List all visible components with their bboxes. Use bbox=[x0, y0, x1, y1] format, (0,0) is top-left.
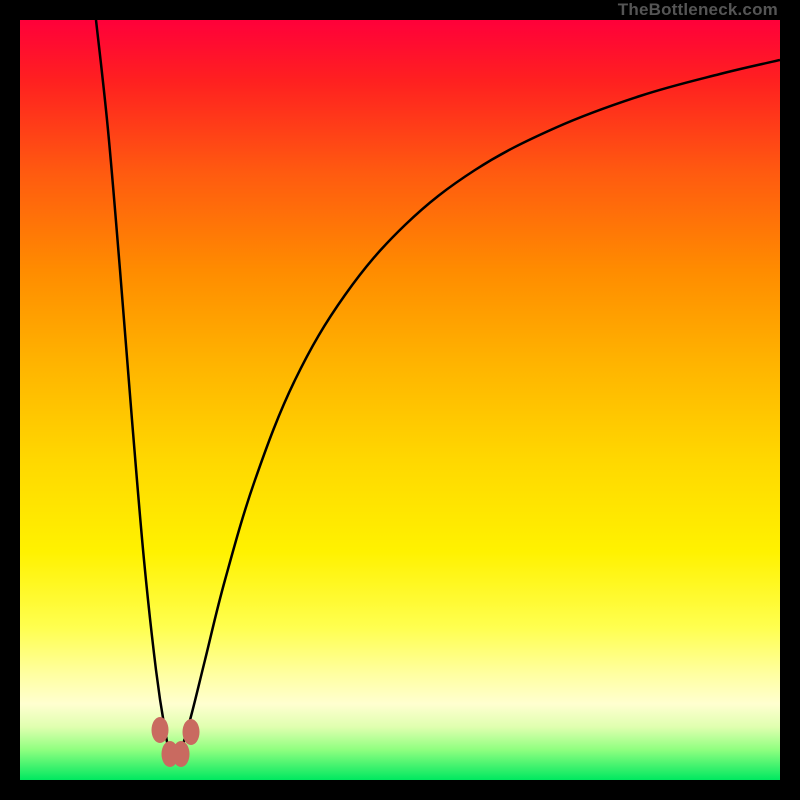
chart-frame: TheBottleneck.com bbox=[0, 0, 800, 800]
watermark-label: TheBottleneck.com bbox=[618, 0, 778, 20]
bottleneck-curve bbox=[96, 20, 780, 753]
dip-marker bbox=[152, 717, 169, 743]
dip-marker bbox=[173, 741, 190, 767]
plot-area bbox=[20, 20, 780, 780]
dip-markers bbox=[152, 717, 200, 767]
curve-layer bbox=[20, 20, 780, 780]
dip-marker bbox=[183, 719, 200, 745]
